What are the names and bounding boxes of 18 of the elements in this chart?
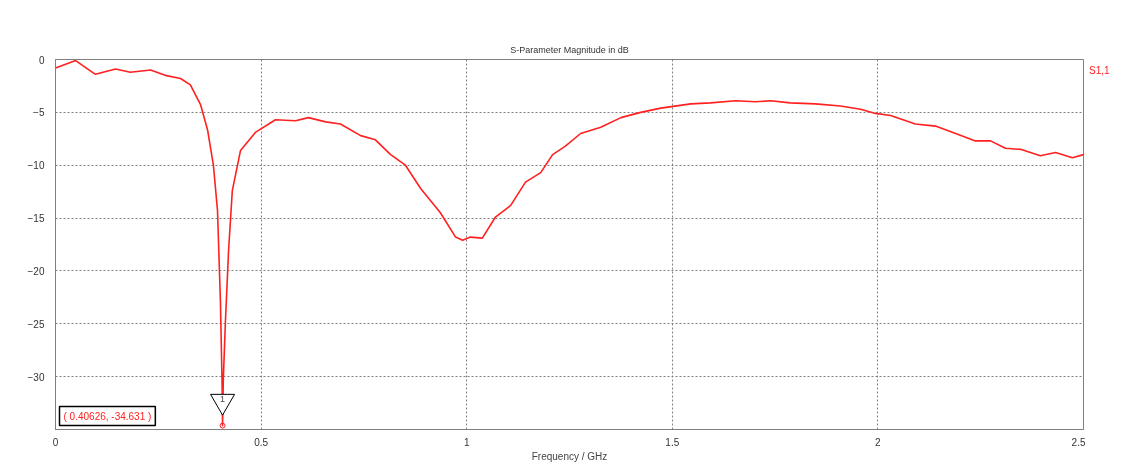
y-tick-label: −5 [33, 107, 45, 119]
x-tick-label: 1 [463, 436, 470, 448]
annotation: ( 0.40626, -34.631 ) [63, 410, 152, 422]
y-tick-label: −25 [27, 318, 45, 330]
y-tick-label: 0 [38, 54, 45, 66]
annotation: 1 [220, 394, 226, 405]
x-axis-title: Frequency / GHz [531, 450, 608, 462]
y-tick-label: −15 [27, 213, 45, 225]
x-tick-label: 1.5 [665, 436, 680, 448]
x-tick-label: 2 [875, 436, 882, 448]
x-tick-label: 0 [52, 436, 59, 448]
y-tick-label: −20 [27, 265, 45, 277]
text: S1,1 [1089, 64, 1110, 78]
chart-title: S-Parameter Magnitude in dB [510, 44, 629, 55]
y-tick-label: −10 [27, 160, 45, 172]
x-tick-label: 0.5 [254, 436, 269, 448]
x-tick-label: 2.5 [1071, 436, 1086, 448]
y-tick-label: −30 [27, 371, 45, 383]
